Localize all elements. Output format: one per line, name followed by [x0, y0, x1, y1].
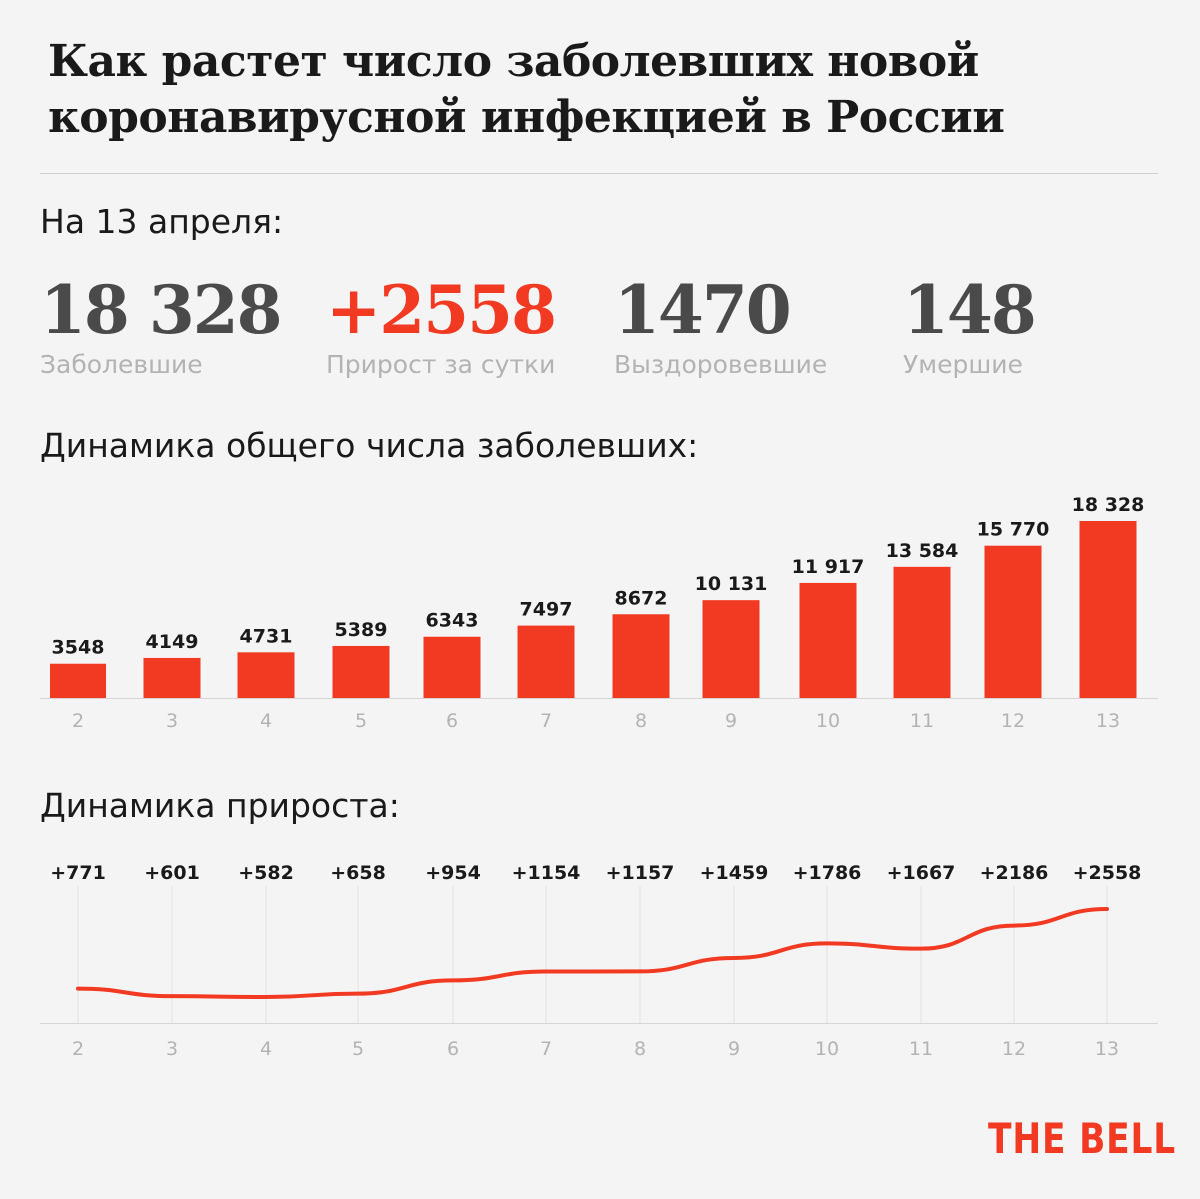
- stat-recovered-value: 1470: [614, 271, 792, 349]
- line-value-label-12: +2186: [980, 862, 1049, 884]
- bar-7: [517, 625, 575, 698]
- bar-9: [702, 600, 760, 698]
- bar-8: [612, 614, 670, 698]
- stat-daily-growth-value: +2558: [326, 271, 557, 349]
- the-bell-logo: THE BELL: [988, 1114, 1177, 1163]
- bar-11: [893, 566, 951, 698]
- bar-x-tick-4: 4: [260, 710, 272, 732]
- line-value-label-7: +1154: [512, 862, 581, 884]
- line-value-label-13: +2558: [1073, 862, 1142, 884]
- bar-value-label-9: 10 131: [695, 573, 768, 595]
- line-value-label-4: +582: [238, 862, 294, 884]
- bar-value-label-7: 7497: [520, 599, 573, 621]
- stat-daily-growth: +2558 Прирост за сутки: [326, 270, 557, 379]
- bar-3: [143, 657, 201, 698]
- stat-deaths-label: Умершие: [903, 350, 1023, 379]
- bar-x-tick-3: 3: [166, 710, 178, 732]
- page-title: Как растет число заболевших новой корона…: [48, 36, 1005, 143]
- bar-value-label-11: 13 584: [886, 540, 959, 562]
- line-x-tick-12: 12: [1002, 1038, 1026, 1060]
- line-x-tick-8: 8: [634, 1038, 646, 1060]
- bar-x-tick-11: 11: [910, 710, 934, 732]
- bar-13: [1079, 521, 1137, 698]
- stat-recovered-label: Выздоровевшие: [614, 350, 828, 379]
- stat-cases: 18 328 Заболевшие: [40, 270, 283, 379]
- bar-value-label-2: 3548: [52, 637, 105, 659]
- bar-x-tick-6: 6: [446, 710, 458, 732]
- line-value-label-10: +1786: [793, 862, 862, 884]
- line-x-tick-9: 9: [728, 1038, 740, 1060]
- bar-value-label-12: 15 770: [977, 519, 1050, 541]
- line-x-tick-3: 3: [166, 1038, 178, 1060]
- bar-value-label-8: 8672: [615, 587, 668, 609]
- bar-x-tick-5: 5: [355, 710, 367, 732]
- line-value-label-5: +658: [330, 862, 386, 884]
- daily-growth-line-chart: +771 2 +601 3 +582 4 +658 5 +954 6 +1154 7 +1157 8 +14…: [40, 862, 1158, 1060]
- line-x-tick-7: 7: [540, 1038, 552, 1060]
- bar-4: [237, 652, 295, 698]
- bar-value-label-13: 18 328: [1072, 494, 1145, 516]
- line-x-tick-10: 10: [815, 1038, 839, 1060]
- bar-x-tick-8: 8: [635, 710, 647, 732]
- bar-12: [984, 545, 1042, 698]
- line-x-tick-11: 11: [909, 1038, 933, 1060]
- line-value-label-3: +601: [144, 862, 200, 884]
- bar-6: [423, 636, 481, 698]
- bar-2: [50, 663, 106, 698]
- bar-value-label-4: 4731: [240, 625, 293, 647]
- bar-x-tick-9: 9: [725, 710, 737, 732]
- bar-value-label-10: 11 917: [792, 556, 865, 578]
- line-x-tick-13: 13: [1095, 1038, 1119, 1060]
- bar-x-tick-7: 7: [540, 710, 552, 732]
- total-cases-bar-chart: 3548 2 4149 3 4731 4 5389 5 6343 6 7497 7 8672 8 10 13…: [40, 494, 1158, 732]
- line-x-tick-6: 6: [447, 1038, 459, 1060]
- line-value-label-9: +1459: [700, 862, 769, 884]
- line-value-label-8: +1157: [606, 862, 675, 884]
- line-value-label-2: +771: [50, 862, 106, 884]
- bar-value-label-6: 6343: [426, 610, 479, 632]
- bar-x-tick-2: 2: [72, 710, 84, 732]
- stat-cases-label: Заболевшие: [40, 350, 203, 379]
- line-value-label-11: +1667: [887, 862, 956, 884]
- bar-10: [799, 582, 857, 698]
- stat-daily-growth-label: Прирост за сутки: [326, 350, 556, 379]
- stat-deaths-value: 148: [903, 271, 1037, 349]
- date-label: На 13 апреля:: [40, 202, 284, 241]
- bar-x-tick-13: 13: [1096, 710, 1120, 732]
- bar-x-tick-10: 10: [816, 710, 840, 732]
- bar-x-tick-12: 12: [1001, 710, 1025, 732]
- bar-value-label-5: 5389: [335, 619, 388, 641]
- stat-recovered: 1470 Выздоровевшие: [614, 270, 827, 379]
- bar-value-label-3: 4149: [146, 631, 199, 653]
- stat-deaths: 148 Умершие: [903, 270, 1037, 379]
- line-x-tick-4: 4: [260, 1038, 272, 1060]
- growth-series-line: [76, 907, 1109, 1000]
- bar-5: [332, 645, 390, 698]
- divider: [40, 173, 1158, 174]
- line-x-tick-2: 2: [72, 1038, 84, 1060]
- section-total-label: Динамика общего числа заболевших:: [40, 426, 699, 465]
- section-growth-label: Динамика прироста:: [40, 786, 400, 825]
- line-value-label-6: +954: [425, 862, 481, 884]
- stat-cases-value: 18 328: [40, 271, 283, 349]
- line-x-tick-5: 5: [352, 1038, 364, 1060]
